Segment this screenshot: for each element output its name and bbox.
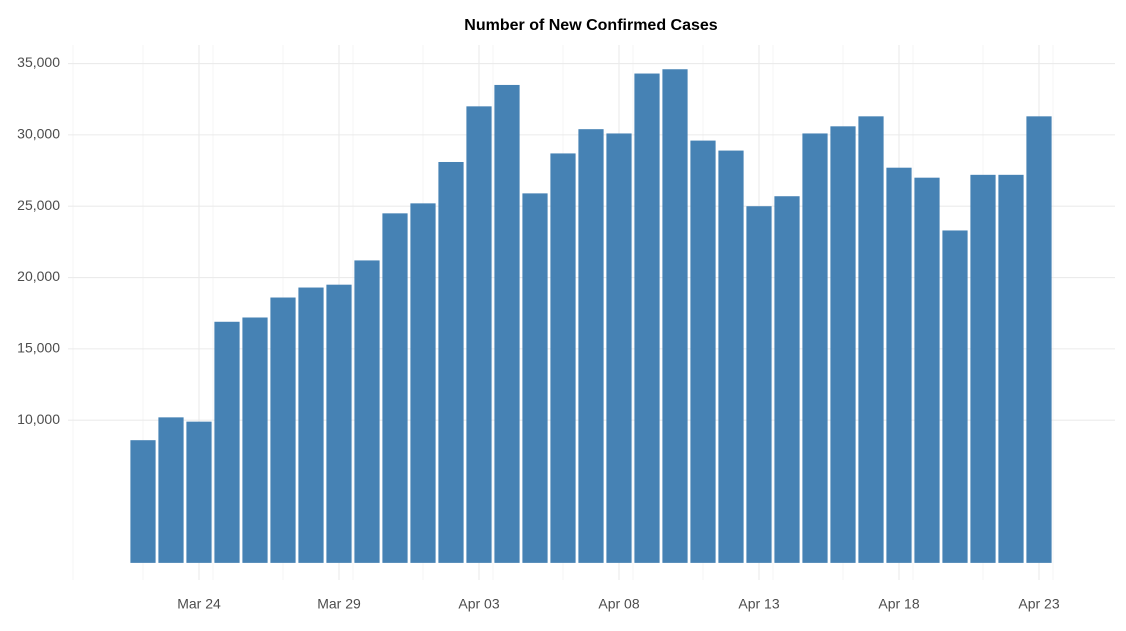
bar	[690, 140, 716, 563]
bar	[186, 421, 212, 563]
bar	[354, 260, 380, 563]
bar	[830, 126, 856, 563]
chart-title: Number of New Confirmed Cases	[464, 17, 717, 34]
bar	[606, 133, 632, 563]
y-tick-label: 25,000	[17, 197, 60, 213]
bar	[998, 174, 1024, 563]
bar	[158, 417, 184, 563]
y-tick-label: 20,000	[17, 268, 60, 284]
bar	[522, 193, 548, 563]
y-tick-label: 35,000	[17, 54, 60, 70]
bar	[466, 106, 492, 563]
bar	[214, 321, 240, 563]
x-tick-label: Mar 24	[177, 596, 221, 612]
y-tick-label: 10,000	[17, 411, 60, 427]
x-tick-label: Apr 23	[1018, 596, 1059, 612]
bar	[970, 174, 996, 563]
bar	[914, 177, 940, 563]
bar	[298, 287, 324, 563]
bar	[802, 133, 828, 563]
y-tick-label: 15,000	[17, 340, 60, 356]
bar	[858, 116, 884, 563]
x-tick-label: Apr 13	[738, 596, 779, 612]
bar	[578, 129, 604, 563]
bar	[886, 167, 912, 563]
bar	[774, 196, 800, 563]
x-tick-label: Apr 08	[598, 596, 639, 612]
x-tick-label: Apr 03	[458, 596, 499, 612]
bar	[326, 284, 352, 563]
bar	[242, 317, 268, 563]
bar	[718, 150, 744, 563]
x-tick-label: Mar 29	[317, 596, 361, 612]
bar	[550, 153, 576, 563]
bar	[494, 84, 520, 563]
bar	[746, 206, 772, 563]
bar	[942, 230, 968, 563]
bar	[410, 203, 436, 563]
bar	[1026, 116, 1052, 563]
y-tick-label: 30,000	[17, 126, 60, 142]
bar	[662, 69, 688, 563]
bar	[130, 440, 156, 563]
bar	[438, 161, 464, 563]
x-tick-label: Apr 18	[878, 596, 919, 612]
bar	[270, 297, 296, 563]
bar	[634, 73, 660, 563]
bar	[382, 213, 408, 563]
